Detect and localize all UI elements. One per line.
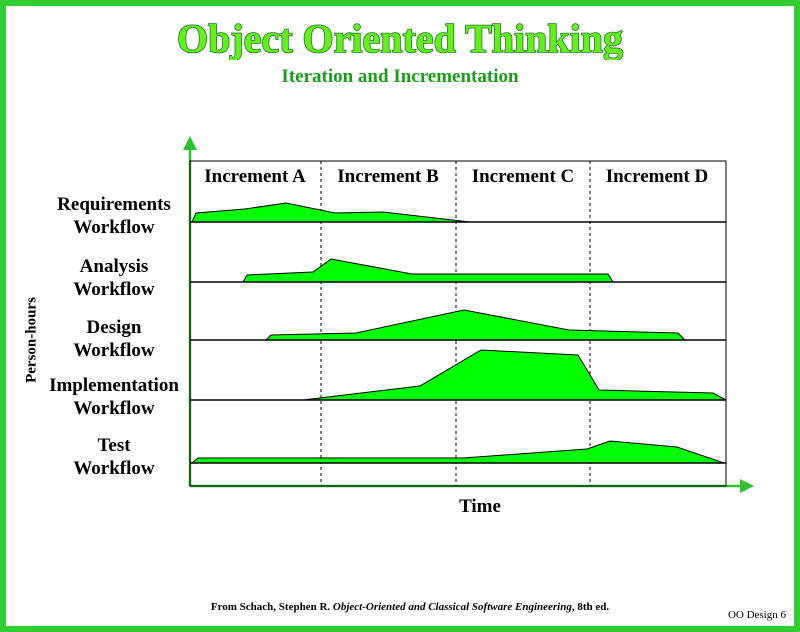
analysis-workflow-area [242,258,614,283]
x-axis-arrowhead [740,479,754,493]
implementation-workflow-area [302,349,727,401]
workflow-label-line2: Workflow [73,279,155,300]
page-label: OO Design 6 [727,609,786,621]
workflow-label-line1: Design [86,317,142,338]
test-workflow-area [190,440,725,464]
slide-title-text: Object Oriented Thinking [177,16,623,60]
workflow-label-analysis: Analysis Workflow [30,255,198,301]
slide-title: Object Oriented Thinking [176,15,624,60]
workflow-label-line2: Workflow [73,398,155,419]
x-axis-label: Time [459,496,501,517]
design-workflow-area [264,309,687,341]
increment-label-b: Increment B [337,166,439,187]
citation-book-title: Object-Oriented and Classical Software E… [332,601,572,613]
citation-prefix: From Schach, Stephen R. [210,601,333,613]
workflow-label-line1: Test [97,435,131,456]
slide-subtitle: Iteration and Incrementation [281,66,519,87]
workflow-label-line2: Workflow [73,217,155,238]
workflow-label-test: Test Workflow [30,434,198,480]
workflow-label-design: Design Workflow [30,316,198,362]
workflow-label-line2: Workflow [73,340,155,361]
citation-suffix: , 8th ed. [571,601,610,613]
workflow-label-line1: Implementation [49,375,179,396]
chart-box [189,160,727,487]
workflow-label-line2: Workflow [73,458,155,479]
increment-label-a: Increment A [204,166,306,187]
workflow-label-line1: Analysis [79,256,149,277]
increment-label-c: Increment C [471,166,575,187]
source-citation: From Schach, Stephen R. Object-Oriented … [150,601,670,613]
workflow-label-line1: Requirements [57,194,171,215]
workflow-label-implementation: Implementation Workflow [30,374,198,420]
requirements-workflow-area [191,202,471,223]
workflow-label-requirements: Requirements Workflow [30,193,198,239]
increment-label-d: Increment D [605,166,709,187]
y-axis-arrowhead [183,136,197,150]
